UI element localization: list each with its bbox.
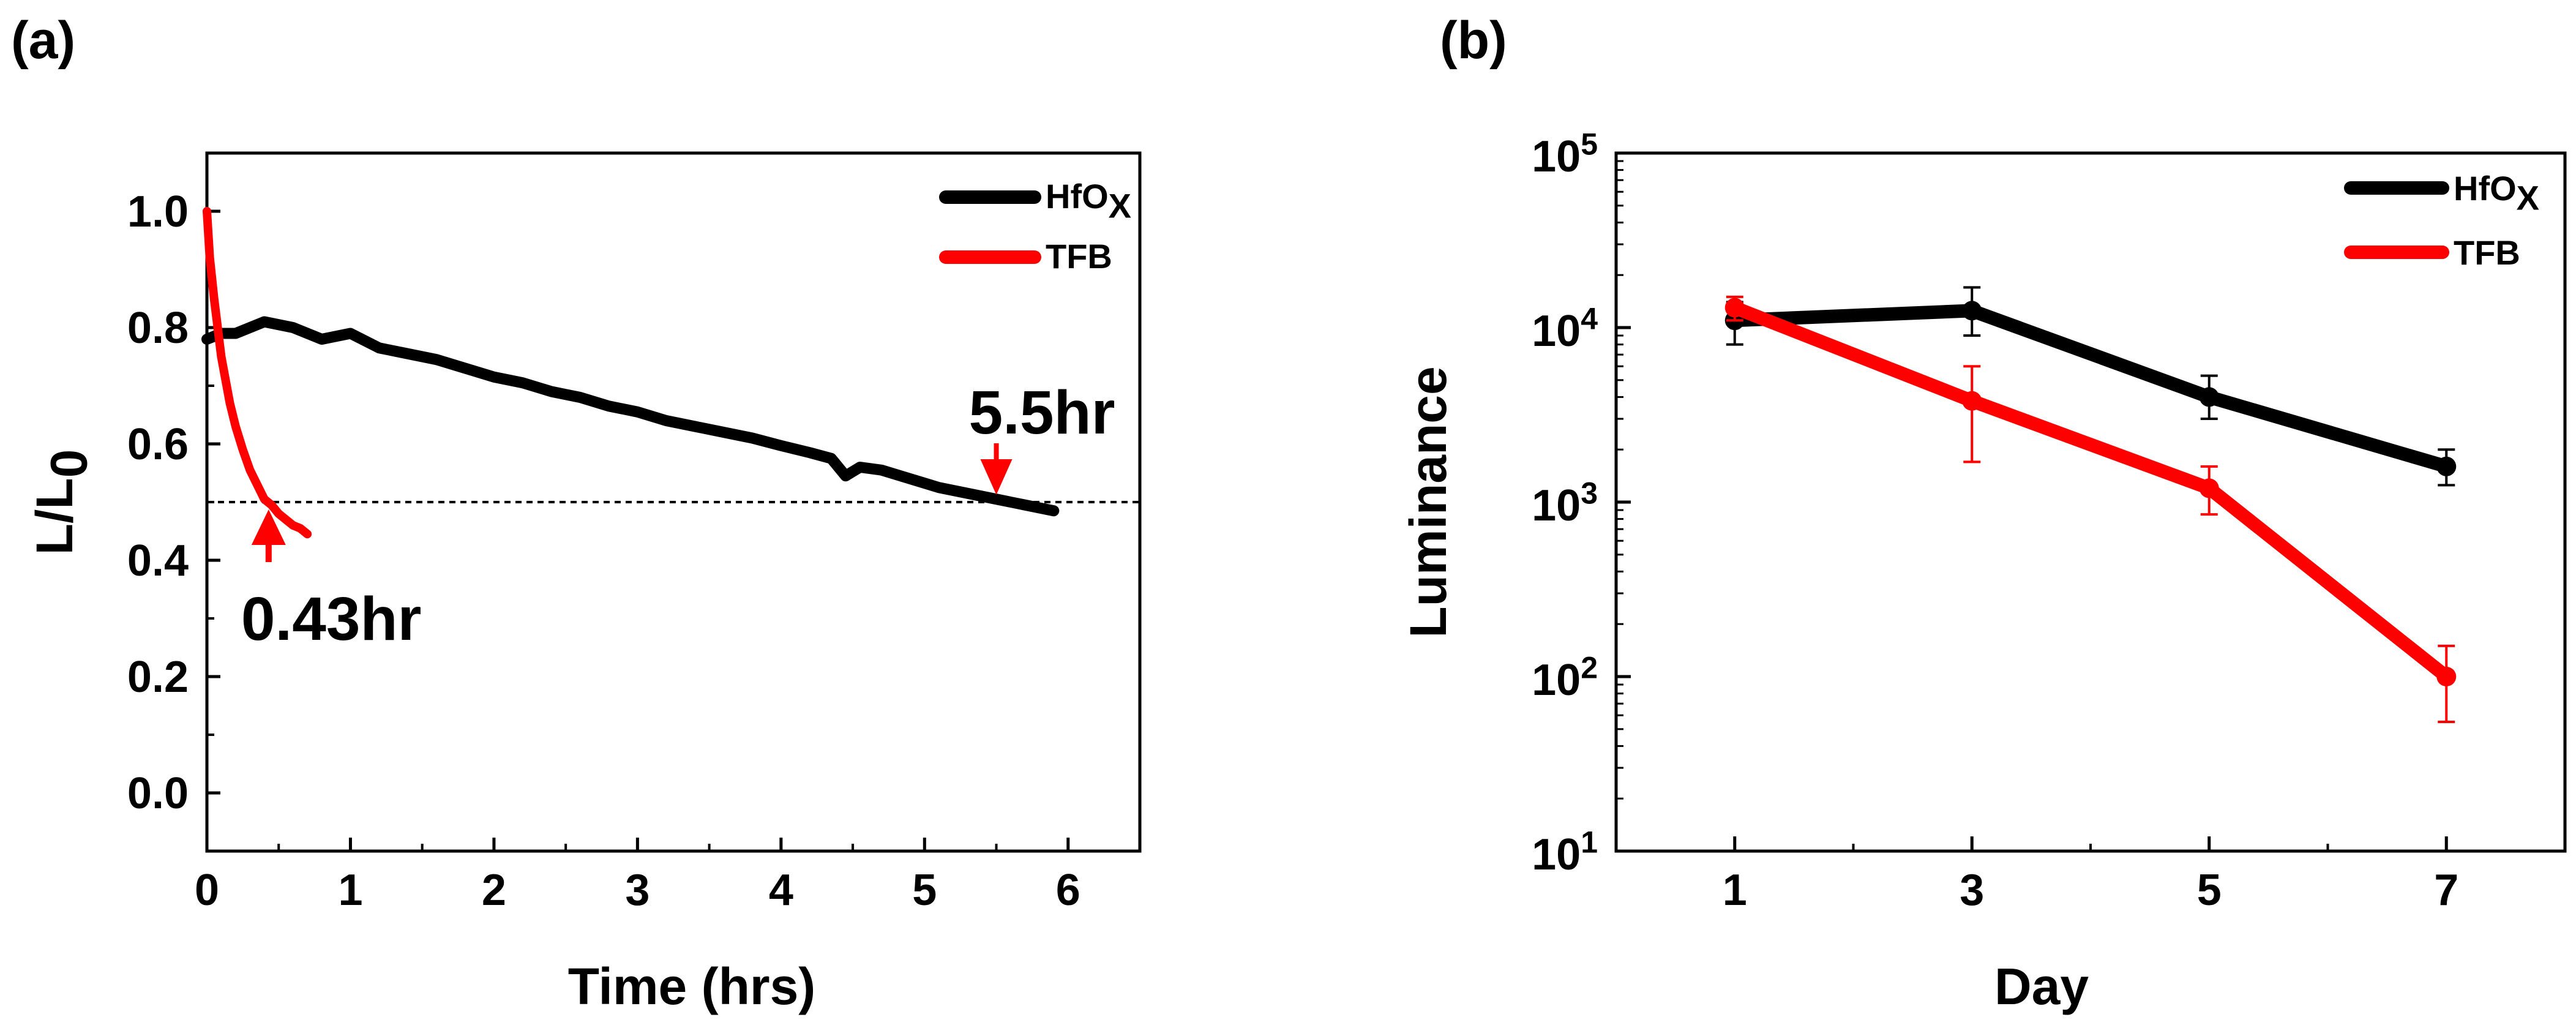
data-point-b-0 [1962,301,1982,321]
y-tick-exponent: 5 [1581,127,1598,162]
annotation-label: 5.5hr [969,378,1115,447]
y-tick-label-a: 0.6 [127,420,189,469]
y-tick-label-b: 103 [1532,476,1598,531]
x-tick-label-a: 3 [625,866,650,915]
legend-label-a-1-main: TFB [1046,237,1112,276]
y-tick-base: 10 [1532,830,1581,879]
series-line-a-0 [201,316,1060,517]
y-axis-label-a-sub: 0 [40,449,98,478]
y-tick-label-a: 1.0 [127,187,189,236]
x-tick-label-a: 5 [912,866,937,915]
y-axis-label-a-main: L/L [26,478,83,555]
x-tick-label-a: 2 [482,866,506,915]
data-point-b-1 [2199,478,2219,498]
legend-label-a-1: TFB [1046,237,1112,276]
data-point-b-0 [2199,387,2219,407]
x-tick-label-a: 6 [1056,866,1080,915]
data-point-b-1 [2436,667,2457,686]
y-tick-base: 10 [1532,132,1581,181]
x-tick-label-a: 4 [769,866,793,915]
legend-label-b-0-main: HfO [2454,169,2517,208]
y-tick-base: 10 [1532,307,1581,356]
legend-label-b-1-main: TFB [2454,233,2520,272]
x-tick-label-a: 0 [195,866,219,915]
legend-label-b-0: HfOX [2454,169,2539,217]
y-tick-label-b: 104 [1532,302,1598,356]
legend-label-a-0-main: HfO [1046,177,1109,216]
y-tick-exponent: 4 [1581,302,1598,336]
panel-label-b: (b) [1440,11,1507,70]
x-tick-label-b: 1 [1723,866,1747,915]
y-tick-exponent: 3 [1581,476,1598,511]
x-axis-label-b: Day [1994,958,2089,1015]
data-point-b-1 [1724,298,1745,318]
x-tick-label-b: 7 [2434,866,2458,915]
panel-a-chart: (a) 0 1 2 3 4 5 6 0.0 0.2 0.4 0.6 0.8 1.0 Time (hrs) L/… [11,11,1142,1015]
series-line-b-1 [1728,301,2454,683]
series-line-a-1 [203,207,312,539]
y-tick-base: 10 [1532,656,1581,705]
annotation-arrow-down [980,459,1013,495]
y-tick-label-b: 105 [1532,127,1598,182]
legend-label-b-1: TFB [2454,233,2520,272]
y-tick-label-a: 0.8 [127,304,189,353]
x-tick-label-a: 1 [338,866,362,915]
annotation-arrow-up [251,509,286,545]
y-tick-label-a: 0.4 [127,536,189,585]
x-tick-label-b: 3 [1960,866,1984,915]
data-point-b-0 [2436,456,2457,476]
legend-label-b-0-sub: X [2517,179,2539,217]
legend-label-a-0: HfOX [1046,177,1131,225]
legend-label-a-0-sub: X [1109,187,1131,225]
panel-label-a: (a) [11,11,75,70]
data-point-b-1 [1962,391,1982,411]
y-axis-label-a: L/L0 [26,449,98,555]
annotation-label: 0.43hr [241,585,422,653]
y-tick-exponent: 2 [1581,651,1598,685]
y-tick-label-b: 101 [1532,825,1598,880]
panel-b-chart: (b)1 3 5 7101102103104105DayLuminanceHfOXTF… [1399,11,2567,1015]
series-line-b-0 [1728,304,2454,473]
x-tick-label-b: 5 [2197,866,2222,915]
y-tick-label-a: 0.2 [127,653,189,702]
y-tick-label-b: 102 [1532,651,1598,705]
x-axis-label-a: Time (hrs) [568,958,816,1015]
y-tick-base: 10 [1532,481,1581,530]
y-tick-exponent: 1 [1581,825,1598,860]
y-tick-label-a: 0.0 [127,769,189,818]
y-axis-label-b: Luminance [1399,366,1457,637]
